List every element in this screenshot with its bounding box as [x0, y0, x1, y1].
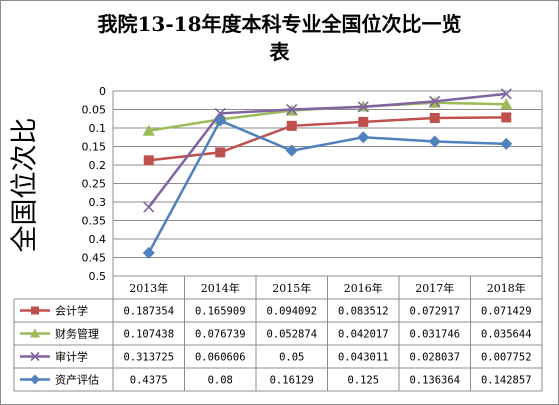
data-label: 0.16129 — [270, 375, 314, 387]
data-point — [285, 144, 298, 157]
legend-label: 会计学 — [55, 304, 88, 318]
y-tick-label: 0.45 — [82, 252, 107, 265]
data-point — [358, 116, 369, 127]
y-tick-label: 0 — [99, 85, 106, 98]
x-tick-label: 2014年 — [201, 281, 240, 295]
legend-marker — [30, 328, 40, 338]
y-tick-label: 0.35 — [82, 215, 107, 228]
legend-marker — [30, 351, 40, 362]
x-tick-label: 2013年 — [129, 281, 168, 295]
chart-title: 我院13-18年度本科专业全国位次比一览 表 — [0, 10, 559, 66]
x-tick-label: 2017年 — [415, 281, 454, 295]
data-point — [500, 88, 512, 100]
data-point — [429, 95, 441, 107]
data-label: 0.107438 — [123, 329, 174, 341]
data-point — [143, 201, 155, 213]
y-tick-label: 0.15 — [82, 141, 107, 154]
data-label: 0.083512 — [338, 306, 389, 318]
x-tick-label: 2015年 — [272, 281, 311, 295]
data-label: 0.094092 — [266, 306, 317, 318]
data-label: 0.028037 — [409, 352, 460, 364]
data-label: 0.187354 — [123, 306, 174, 318]
data-label: 0.031746 — [409, 329, 460, 341]
chart-title-line2: 表 — [269, 40, 290, 64]
data-label: 0.136364 — [409, 375, 460, 387]
data-label: 0.165909 — [195, 306, 246, 318]
data-point — [357, 101, 369, 113]
data-label: 0.071429 — [481, 306, 532, 318]
y-tick-label: 0.25 — [82, 178, 107, 191]
data-label: 0.08 — [208, 375, 233, 387]
data-point — [214, 114, 227, 127]
series-line — [147, 92, 507, 208]
data-point — [214, 107, 226, 119]
data-label: 0.072917 — [409, 306, 460, 318]
legend-marker — [31, 306, 39, 315]
y-tick-label: 0.05 — [82, 104, 107, 117]
data-label: 0.060606 — [195, 352, 246, 364]
data-point — [357, 131, 370, 144]
y-tick-label: 0.5 — [89, 270, 107, 283]
data-point — [286, 120, 297, 131]
data-point — [286, 103, 298, 116]
legend-label: 审计学 — [55, 350, 88, 364]
y-tick-label: 0.1 — [89, 122, 107, 135]
data-label: 0.007752 — [481, 352, 532, 364]
series-line — [148, 116, 507, 162]
data-label: 0.035644 — [481, 329, 532, 341]
data-label: 0.042017 — [338, 329, 389, 341]
data-label: 0.052874 — [266, 329, 317, 341]
data-point — [142, 246, 155, 259]
data-point — [143, 155, 154, 166]
data-point — [500, 98, 513, 110]
y-tick-label: 0.4 — [89, 233, 107, 246]
legend-label: 资产评估 — [55, 373, 99, 387]
y-tick-label: 0.2 — [89, 159, 107, 172]
data-label: 0.142857 — [481, 375, 532, 387]
chart-title-line1: 我院13-18年度本科专业全国位次比一览 — [97, 12, 462, 36]
data-point — [429, 112, 440, 123]
x-tick-label: 2018年 — [487, 281, 526, 295]
legend-marker — [30, 374, 40, 385]
data-label: 0.313725 — [123, 352, 174, 364]
data-point — [142, 124, 155, 136]
data-label: 0.05 — [279, 352, 304, 364]
data-point — [215, 147, 226, 158]
data-label: 0.076739 — [195, 329, 246, 341]
data-label: 0.043011 — [338, 352, 389, 364]
legend-label: 财务管理 — [55, 327, 99, 341]
data-point — [428, 135, 441, 148]
data-label: 0.125 — [347, 375, 379, 387]
x-tick-label: 2016年 — [344, 281, 383, 295]
data-label: 0.4375 — [130, 375, 168, 387]
data-point — [500, 137, 513, 150]
series-line — [147, 119, 507, 254]
data-point — [501, 112, 512, 123]
y-tick-label: 0.3 — [89, 196, 107, 209]
